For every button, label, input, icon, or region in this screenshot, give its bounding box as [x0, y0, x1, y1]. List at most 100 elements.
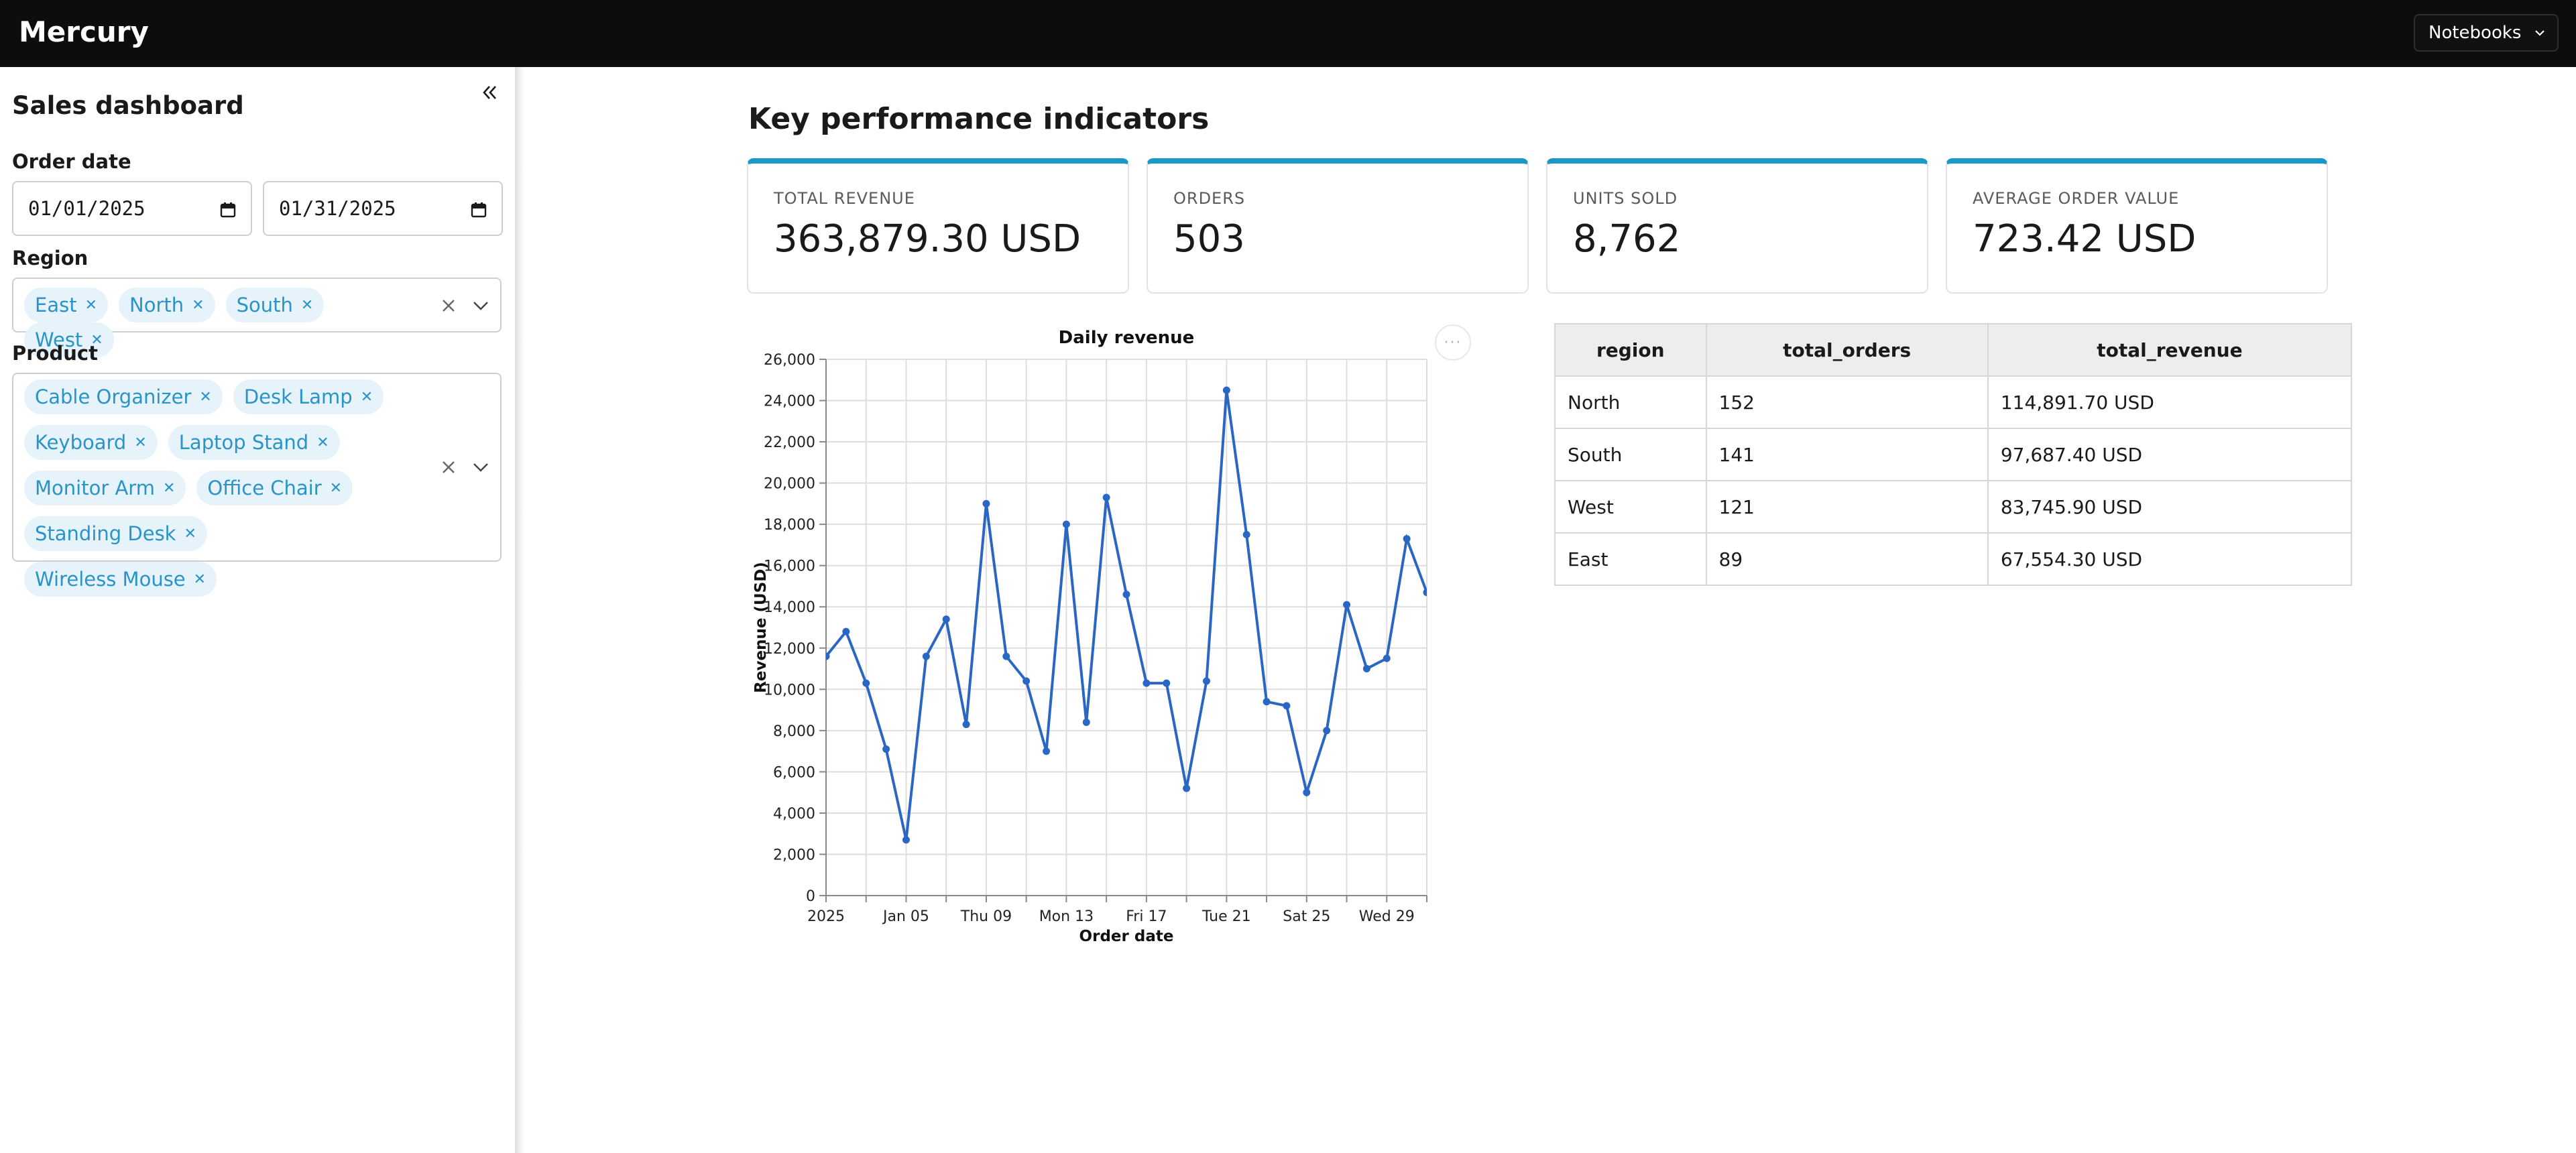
- table-cell: East: [1554, 532, 1707, 586]
- kpi-value: 363,879.30 USD: [774, 217, 1081, 261]
- clear-all-icon[interactable]: [440, 297, 457, 314]
- table-row: North 152 114,891.70 USD: [1554, 375, 2353, 429]
- region-multiselect[interactable]: East ✕ North ✕ South ✕ West ✕: [12, 278, 502, 357]
- remove-chip-icon[interactable]: ✕: [84, 296, 98, 314]
- data-point: [862, 679, 870, 687]
- column-header[interactable]: region: [1554, 323, 1707, 377]
- y-tick-label: 10,000: [764, 682, 815, 699]
- brand-logo[interactable]: Mercury: [19, 15, 149, 48]
- chevron-down-icon[interactable]: [472, 459, 489, 476]
- x-tick-label: Tue 21: [1202, 908, 1251, 925]
- product-chip[interactable]: Standing Desk ✕: [24, 516, 207, 551]
- table-cell: 121: [1705, 480, 1989, 534]
- column-header[interactable]: total_revenue: [1987, 323, 2353, 377]
- y-tick-label: 22,000: [764, 434, 815, 451]
- data-point: [826, 652, 830, 660]
- chart-more-options-button[interactable]: ···: [1435, 324, 1471, 361]
- data-point: [962, 721, 970, 729]
- data-point: [1343, 601, 1351, 609]
- region-chip[interactable]: East ✕: [24, 288, 109, 322]
- end-date-value: 01/31/2025: [279, 197, 396, 220]
- region-chip[interactable]: West ✕: [24, 322, 114, 357]
- table-cell: West: [1554, 480, 1707, 534]
- remove-chip-icon[interactable]: ✕: [162, 479, 176, 497]
- remove-chip-icon[interactable]: ✕: [316, 434, 329, 451]
- data-point: [1022, 677, 1031, 685]
- collapse-sidebar-button[interactable]: [476, 79, 503, 106]
- remove-chip-icon[interactable]: ✕: [360, 388, 373, 406]
- kpi-label: UNITS SOLD: [1573, 189, 1678, 208]
- kpi-label: ORDERS: [1173, 189, 1246, 208]
- product-chip[interactable]: Monitor Arm ✕: [24, 471, 186, 505]
- calendar-icon[interactable]: [220, 202, 236, 218]
- data-point: [1163, 679, 1171, 687]
- y-tick-label: 12,000: [764, 641, 815, 658]
- clear-all-icon[interactable]: [440, 459, 457, 476]
- data-point: [902, 836, 910, 844]
- data-point: [1082, 719, 1090, 727]
- data-point: [882, 745, 890, 753]
- data-point: [942, 615, 950, 623]
- kpi-card-units-sold: UNITS SOLD 8,762: [1546, 158, 1928, 294]
- x-tick-label: Fri 17: [1126, 908, 1167, 925]
- start-date-input[interactable]: 01/01/2025: [12, 181, 252, 236]
- table-row: South 141 97,687.40 USD: [1554, 428, 2353, 481]
- data-point: [1242, 531, 1250, 539]
- chevron-down-icon: [2535, 30, 2545, 36]
- table-cell: 83,745.90 USD: [1987, 480, 2353, 534]
- y-tick-label: 4,000: [773, 806, 815, 823]
- region-chip[interactable]: North ✕: [119, 288, 215, 322]
- product-chip[interactable]: Keyboard ✕: [24, 425, 158, 460]
- data-point: [1183, 784, 1191, 792]
- daily-revenue-chart[interactable]: 0 2,000 4,000 6,000 8,000 10,000 12,000 14,000 1…: [746, 315, 1476, 945]
- kpi-section-title: Key performance indicators: [748, 102, 1210, 136]
- kpi-value: 8,762: [1573, 217, 1681, 261]
- chevron-down-icon[interactable]: [472, 297, 489, 314]
- remove-chip-icon[interactable]: ✕: [184, 525, 196, 542]
- data-point: [1222, 386, 1230, 394]
- product-multiselect[interactable]: Cable Organizer ✕ Desk Lamp ✕ Keyboard ✕ La…: [12, 373, 502, 597]
- data-point: [1263, 698, 1271, 706]
- x-tick-label: Sat 25: [1283, 908, 1330, 925]
- product-chip[interactable]: Desk Lamp ✕: [233, 379, 384, 414]
- y-tick-label: 14,000: [764, 599, 815, 616]
- remove-chip-icon[interactable]: ✕: [329, 479, 343, 497]
- y-tick-label: 8,000: [773, 723, 815, 740]
- product-chip[interactable]: Laptop Stand ✕: [168, 425, 340, 460]
- y-tick-label: 0: [806, 888, 815, 905]
- notebooks-dropdown[interactable]: Notebooks: [2414, 14, 2559, 52]
- notebooks-label: Notebooks: [2428, 23, 2522, 43]
- data-point: [1403, 535, 1411, 543]
- table-cell: 67,554.30 USD: [1987, 532, 2353, 586]
- data-point: [982, 499, 990, 507]
- start-date-value: 01/01/2025: [28, 197, 145, 220]
- y-tick-label: 16,000: [764, 558, 815, 575]
- calendar-icon[interactable]: [471, 202, 487, 218]
- region-chip[interactable]: South ✕: [225, 288, 325, 322]
- y-tick-label: 6,000: [773, 764, 815, 781]
- remove-chip-icon[interactable]: ✕: [91, 331, 103, 349]
- remove-chip-icon[interactable]: ✕: [134, 434, 147, 451]
- data-point: [1383, 654, 1391, 662]
- kpi-label: TOTAL REVENUE: [774, 189, 915, 208]
- region-label: Region: [12, 247, 89, 269]
- remove-chip-icon[interactable]: ✕: [192, 296, 204, 314]
- table-cell: South: [1554, 428, 1707, 481]
- top-bar: Mercury Notebooks: [0, 0, 2576, 67]
- product-chip[interactable]: Office Chair ✕: [196, 471, 353, 505]
- table-cell: 89: [1705, 532, 1989, 586]
- product-label: Product: [12, 342, 98, 365]
- remove-chip-icon[interactable]: ✕: [300, 296, 314, 314]
- product-chip[interactable]: Wireless Mouse ✕: [24, 562, 217, 597]
- remove-chip-icon[interactable]: ✕: [199, 388, 212, 406]
- data-point: [1362, 665, 1370, 673]
- y-axis-label: Revenue (USD): [752, 562, 770, 693]
- product-chip[interactable]: Cable Organizer ✕: [24, 379, 223, 414]
- kpi-value: 503: [1173, 217, 1245, 261]
- kpi-label: AVERAGE ORDER VALUE: [1973, 189, 2180, 208]
- kpi-card-orders: ORDERS 503: [1147, 158, 1529, 294]
- column-header[interactable]: total_orders: [1705, 323, 1989, 377]
- remove-chip-icon[interactable]: ✕: [193, 570, 207, 588]
- double-chevron-left-icon: [483, 86, 496, 99]
- end-date-input[interactable]: 01/31/2025: [263, 181, 503, 236]
